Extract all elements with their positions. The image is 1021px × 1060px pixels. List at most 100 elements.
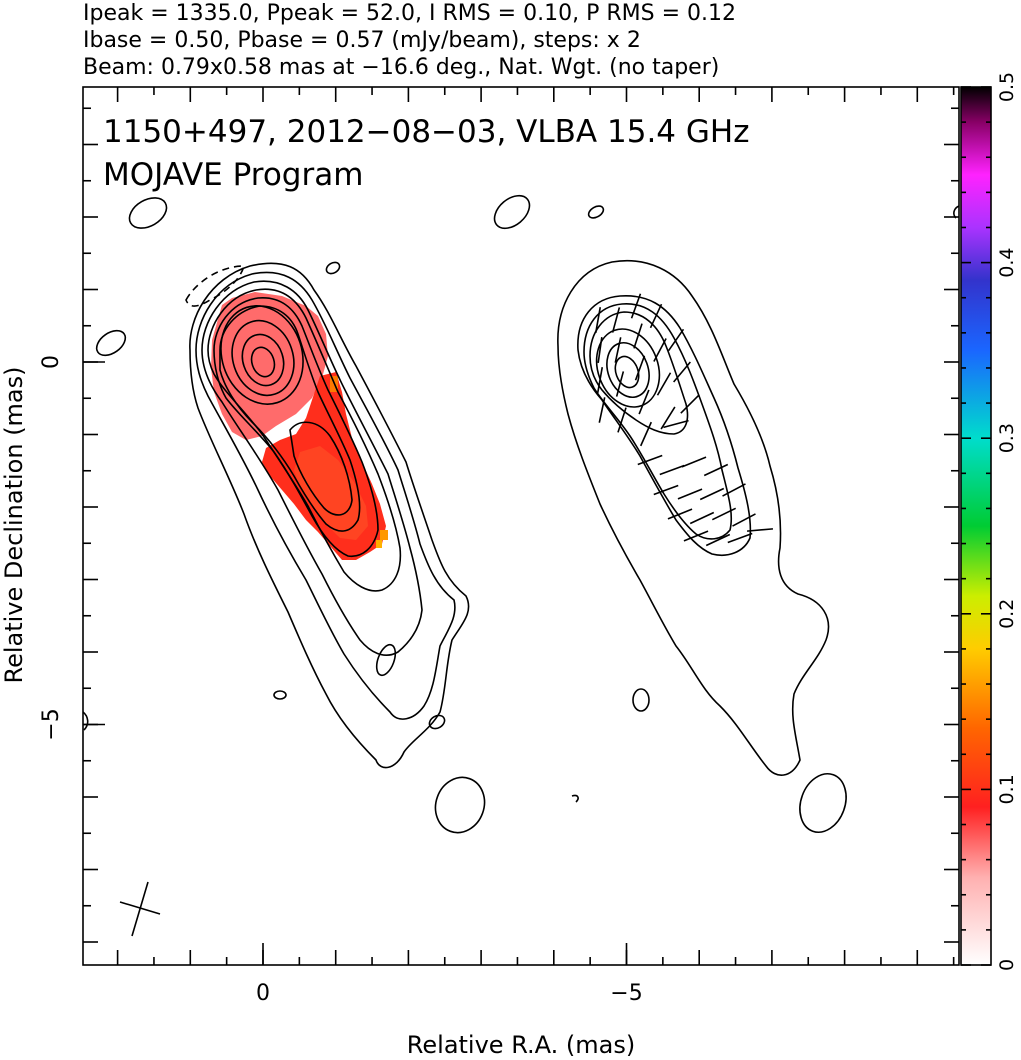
left-contours (83, 194, 531, 834)
evpa-stick (663, 419, 689, 429)
evpa-stick (711, 507, 737, 521)
left-blob-2 (95, 329, 127, 357)
evpa-stick (614, 337, 622, 363)
y-tick-label: 0 (39, 355, 64, 369)
evpa-stick (630, 293, 642, 319)
axis-ticks: 0 −5 0 −5 (39, 87, 959, 1006)
left-blob-6 (428, 714, 446, 730)
evpa-stick (659, 464, 685, 476)
evpa-stick (596, 367, 604, 393)
colorbar: 0 0.1 0.2 0.3 0.4 0.5 (960, 72, 1018, 971)
evpa-stick (727, 532, 753, 544)
evpa-stick (673, 361, 691, 383)
plot-area (83, 194, 959, 834)
evpa-stick (653, 484, 679, 496)
colorbar-tick-label: 0 (996, 959, 1018, 971)
evpa-stick (660, 406, 676, 430)
right-contour-7 (614, 355, 640, 389)
beam-major-axis (131, 881, 149, 937)
y-axis-label: Relative Declination (mas) (0, 366, 28, 683)
right-blob-1 (587, 205, 605, 219)
fpol-edge-pixel-1 (380, 530, 388, 540)
header-line-2: Ibase = 0.50, Pbase = 0.57 (mJy/beam), s… (83, 28, 641, 53)
left-contour-7 (220, 305, 304, 405)
left-contour-10 (250, 346, 276, 378)
left-negative-contour (185, 265, 246, 307)
right-contours (557, 205, 959, 833)
evpa-stick (597, 337, 603, 363)
header-line-1: Ipeak = 1335.0, Ppeak = 52.0, I RMS = 0.… (83, 1, 736, 26)
left-contour-4 (207, 288, 402, 592)
x-tick-label: −5 (610, 981, 642, 1006)
left-blob-1 (128, 197, 168, 229)
left-contour-6 (219, 305, 361, 532)
left-blob-8 (493, 194, 531, 230)
left-contour-2 (195, 271, 456, 720)
left-contour-8 (231, 319, 295, 397)
left-edge-blob (83, 711, 89, 731)
left-contour-5 (213, 297, 379, 557)
colorbar-frame (960, 86, 992, 966)
colorbar-gradient (961, 87, 991, 965)
left-contour-knot (289, 421, 353, 516)
evpa-stick (637, 454, 663, 466)
right-contour-1 (557, 260, 830, 776)
x-tick-label: 0 (256, 981, 270, 1006)
right-contour-4 (589, 311, 689, 435)
left-blob-3 (325, 261, 341, 275)
evpa-stick (649, 303, 663, 329)
evpa-stick (653, 338, 667, 362)
colorbar-tick-label: 0.5 (996, 72, 1018, 102)
left-blob-4 (375, 643, 397, 677)
right-contour-6 (606, 342, 650, 398)
beam-marker (119, 881, 161, 937)
evpa-stick (732, 513, 756, 527)
evpa-stick (633, 323, 643, 349)
left-blob-5 (273, 690, 287, 700)
evpa-stick (615, 371, 625, 397)
evpa-stick (638, 389, 650, 415)
header-line-3: Beam: 0.79x0.58 mas at −16.6 deg., Nat. … (83, 55, 719, 80)
left-blob-7 (434, 776, 486, 834)
evpa-stick (667, 328, 685, 352)
evpa-stick (656, 372, 672, 396)
beam-minor-axis (119, 901, 161, 915)
evpa-sticks (594, 293, 774, 547)
plot-title: 1150+497, 2012−08−03, VLBA 15.4 GHz (103, 114, 749, 150)
evpa-stick (677, 488, 703, 500)
right-blob-3 (799, 773, 847, 833)
colorbar-tick-label: 0.2 (996, 599, 1018, 629)
evpa-stick (683, 530, 709, 542)
evpa-stick (667, 508, 693, 520)
plot-frame (82, 86, 960, 966)
fpol-edge-pixel-2 (376, 540, 382, 548)
evpa-stick (611, 307, 621, 333)
evpa-stick (689, 511, 715, 525)
evpa-stick (594, 307, 602, 333)
colorbar-tick-label: 0.1 (996, 774, 1018, 804)
evpa-stick (617, 407, 627, 433)
colorbar-tick-label: 0.3 (996, 423, 1018, 453)
evpa-stick (634, 355, 646, 381)
evpa-stick (705, 533, 731, 547)
evpa-stick (639, 421, 653, 447)
plot-subtitle: MOJAVE Program (103, 157, 363, 193)
left-contour-9 (241, 333, 285, 387)
colorbar-ticks: 0 0.1 0.2 0.3 0.4 0.5 (961, 72, 1018, 971)
right-contour-3 (583, 303, 733, 540)
evpa-stick (699, 487, 725, 501)
evpa-stick (722, 483, 746, 497)
right-blob-2 (632, 688, 650, 712)
evpa-stick (746, 528, 774, 532)
evpa-stick (703, 463, 729, 477)
right-contour-5 (595, 328, 661, 408)
evpa-stick (680, 394, 700, 414)
left-contour-1 (189, 262, 470, 769)
evpa-stick (681, 456, 707, 468)
y-tick-label: −5 (39, 708, 64, 740)
right-blob-4 (571, 794, 579, 803)
colorbar-tick-label: 0.4 (996, 247, 1018, 277)
x-axis-label: Relative R.A. (mas) (407, 1031, 635, 1059)
evpa-stick (598, 397, 606, 423)
